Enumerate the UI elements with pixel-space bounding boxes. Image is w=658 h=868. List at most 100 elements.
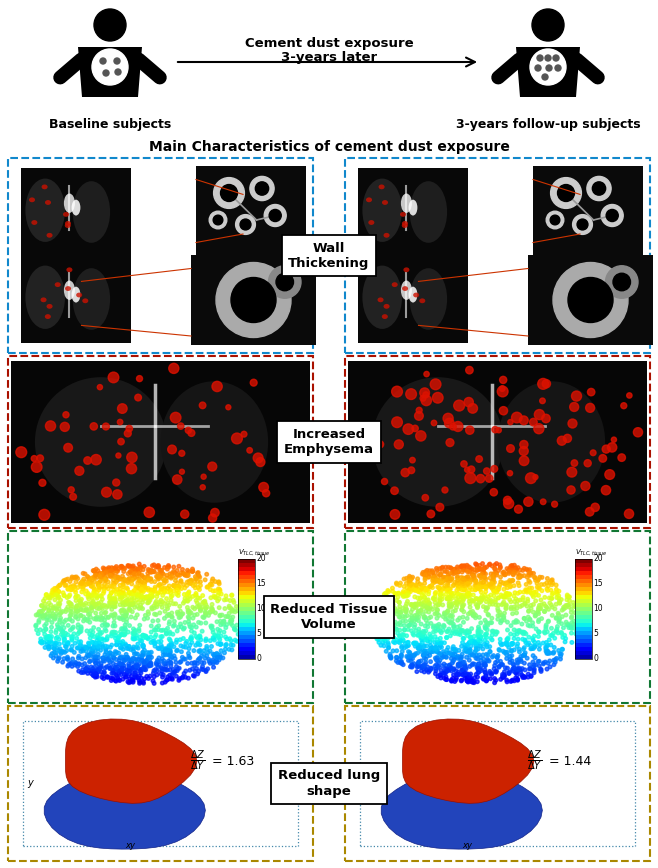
Circle shape xyxy=(114,650,117,654)
Circle shape xyxy=(408,652,412,655)
Circle shape xyxy=(513,666,517,669)
Circle shape xyxy=(446,608,450,612)
Circle shape xyxy=(136,676,140,680)
Circle shape xyxy=(179,660,183,663)
Circle shape xyxy=(46,605,50,608)
Circle shape xyxy=(98,571,101,575)
Circle shape xyxy=(68,585,72,589)
Circle shape xyxy=(148,664,151,667)
Circle shape xyxy=(438,587,441,590)
Circle shape xyxy=(503,611,506,615)
Circle shape xyxy=(235,640,239,643)
Circle shape xyxy=(163,602,166,605)
Circle shape xyxy=(492,667,496,671)
Circle shape xyxy=(124,614,128,617)
Circle shape xyxy=(70,635,73,639)
Circle shape xyxy=(376,616,380,620)
Circle shape xyxy=(138,562,141,566)
Circle shape xyxy=(250,176,274,201)
Circle shape xyxy=(607,443,617,452)
Circle shape xyxy=(200,484,205,490)
Circle shape xyxy=(375,606,378,609)
Circle shape xyxy=(109,569,113,572)
Circle shape xyxy=(205,654,209,658)
Circle shape xyxy=(114,652,117,655)
Circle shape xyxy=(459,601,463,604)
Circle shape xyxy=(182,675,185,679)
Circle shape xyxy=(124,673,128,676)
Circle shape xyxy=(540,603,544,607)
Circle shape xyxy=(405,602,409,606)
Circle shape xyxy=(386,608,389,612)
Circle shape xyxy=(61,581,64,585)
Circle shape xyxy=(427,610,430,614)
Bar xyxy=(358,255,468,343)
Circle shape xyxy=(389,656,393,660)
Circle shape xyxy=(515,645,519,648)
Circle shape xyxy=(120,670,124,674)
Circle shape xyxy=(149,577,153,581)
Circle shape xyxy=(37,455,43,462)
Circle shape xyxy=(449,606,453,609)
Circle shape xyxy=(76,623,80,627)
Circle shape xyxy=(450,576,454,580)
Circle shape xyxy=(468,636,472,640)
Circle shape xyxy=(70,627,74,630)
Circle shape xyxy=(193,586,197,589)
Circle shape xyxy=(105,638,109,641)
Circle shape xyxy=(449,657,453,661)
Circle shape xyxy=(122,673,126,676)
Circle shape xyxy=(114,643,118,647)
Circle shape xyxy=(95,615,99,619)
Bar xyxy=(238,622,255,627)
Circle shape xyxy=(506,628,509,632)
Circle shape xyxy=(69,607,73,610)
Circle shape xyxy=(434,672,438,675)
Circle shape xyxy=(118,643,122,647)
Bar xyxy=(575,607,592,611)
Circle shape xyxy=(416,610,420,614)
Circle shape xyxy=(155,613,158,616)
Circle shape xyxy=(174,586,178,589)
Circle shape xyxy=(117,591,120,595)
Circle shape xyxy=(115,569,118,572)
Ellipse shape xyxy=(41,185,47,189)
Circle shape xyxy=(107,657,111,661)
Circle shape xyxy=(174,661,178,664)
Circle shape xyxy=(477,587,480,590)
Circle shape xyxy=(417,619,420,622)
Circle shape xyxy=(456,673,459,676)
Circle shape xyxy=(379,617,383,621)
Bar xyxy=(345,531,650,703)
Circle shape xyxy=(74,661,77,664)
Circle shape xyxy=(143,661,147,664)
Ellipse shape xyxy=(413,293,419,298)
Circle shape xyxy=(528,571,532,575)
Circle shape xyxy=(403,424,414,434)
Circle shape xyxy=(461,578,465,582)
Text: $V_{TLC,tissue}$: $V_{TLC,tissue}$ xyxy=(575,547,608,557)
Circle shape xyxy=(161,650,165,654)
Circle shape xyxy=(76,576,80,581)
Circle shape xyxy=(49,593,53,597)
Circle shape xyxy=(132,569,135,574)
Circle shape xyxy=(233,627,236,630)
Circle shape xyxy=(102,677,105,681)
Bar xyxy=(575,595,592,599)
Circle shape xyxy=(443,667,447,670)
Circle shape xyxy=(476,456,482,463)
Circle shape xyxy=(421,654,425,657)
Circle shape xyxy=(195,667,198,670)
Circle shape xyxy=(131,602,134,606)
Circle shape xyxy=(84,646,88,649)
Circle shape xyxy=(515,671,518,674)
Circle shape xyxy=(439,668,443,672)
Circle shape xyxy=(142,617,146,621)
Circle shape xyxy=(452,583,455,587)
Circle shape xyxy=(153,635,157,639)
Circle shape xyxy=(132,632,136,635)
Circle shape xyxy=(457,595,460,599)
Circle shape xyxy=(101,644,105,648)
Circle shape xyxy=(513,648,516,652)
Circle shape xyxy=(186,600,190,603)
